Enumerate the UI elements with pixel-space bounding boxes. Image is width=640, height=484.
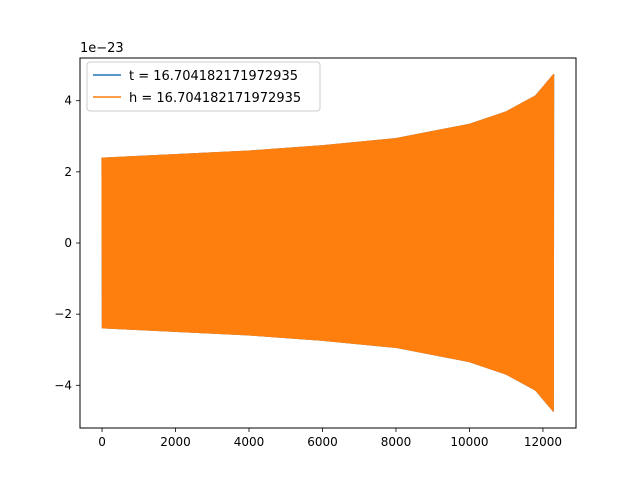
x-tick-label: 2000 (160, 435, 191, 449)
legend-label-series-1: t = 16.704182171972935 (129, 69, 298, 84)
x-tick-label: 0 (98, 435, 106, 449)
legend-frame (86, 61, 321, 112)
y-axis: −4 −2 0 2 4 (54, 94, 80, 392)
series-line-2 (101, 74, 555, 412)
x-axis: 0 2000 4000 6000 8000 10000 12000 (98, 428, 562, 449)
y-offset-label: 1e−23 (80, 41, 124, 56)
plot-area (101, 74, 555, 412)
plot-frame (79, 57, 577, 429)
x-tick-label: 12000 (524, 435, 562, 449)
y-tick-label: 0 (64, 236, 72, 250)
legend: t = 16.704182171972935 h = 16.7041821719… (86, 61, 321, 112)
y-tick-label: 4 (64, 94, 72, 108)
y-tick-label: −4 (54, 378, 72, 392)
x-tick-label: 4000 (234, 435, 265, 449)
x-tick-label: 6000 (307, 435, 338, 449)
legend-label-series-2: h = 16.704182171972935 (129, 91, 301, 106)
x-tick-label: 8000 (381, 435, 412, 449)
y-tick-label: −2 (54, 307, 72, 321)
y-tick-label: 2 (64, 165, 72, 179)
x-tick-label: 10000 (450, 435, 488, 449)
